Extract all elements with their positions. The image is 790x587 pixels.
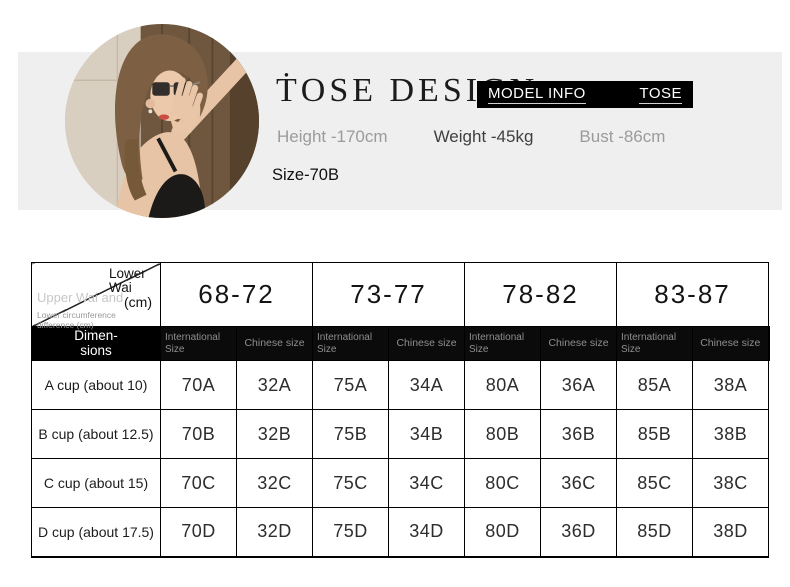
stat-weight: Weight -45kg [433, 127, 534, 146]
size-cell: 38A [692, 360, 769, 410]
size-chart-table: Lower Wai (cm) Upper Wai and Lower circu… [31, 262, 770, 558]
size-cell: 70B [160, 409, 237, 459]
black-top [148, 174, 206, 218]
row-label: C cup (about 15) [31, 458, 161, 508]
badge-tose: TOSE [639, 85, 682, 104]
ear [145, 98, 156, 109]
size-cell: 34A [388, 360, 465, 410]
size-cell: 80C [464, 458, 541, 508]
size-cell: 32D [236, 507, 313, 557]
earring [148, 109, 153, 114]
dimensions-header: Dimen- sions [31, 326, 161, 361]
palm [169, 117, 197, 133]
col-header-international-size: International Size [464, 326, 541, 361]
size-cell: 34C [388, 458, 465, 508]
size-cell: 38B [692, 409, 769, 459]
corner-lower-line2: Wai [109, 280, 132, 296]
model-portrait-illustration [65, 24, 259, 218]
row-label: A cup (about 10) [31, 360, 161, 410]
size-cell: 85D [616, 507, 693, 557]
sub-header-row: Dimen- sions International Size Chinese … [31, 326, 770, 361]
size-cell: 75B [312, 409, 389, 459]
size-cell: 36A [540, 360, 617, 410]
col-header-chinese-size: Chinese size [540, 326, 617, 361]
range-68-72: 68-72 [160, 262, 313, 327]
dimensions-line1: Dimen- [74, 327, 118, 343]
lips [158, 114, 170, 120]
size-cell: 75D [312, 507, 389, 557]
col-header-chinese-size: Chinese size [388, 326, 465, 361]
stat-height: Height -170cm [277, 127, 388, 146]
size-cell: 70D [160, 507, 237, 557]
size-cell: 85B [616, 409, 693, 459]
size-cell: 80D [464, 507, 541, 557]
size-cell: 32C [236, 458, 313, 508]
stat-bust: Bust -86cm [579, 127, 666, 146]
size-cell: 32B [236, 409, 313, 459]
size-cell: 32A [236, 360, 313, 410]
size-cell: 70C [160, 458, 237, 508]
row-label: B cup (about 12.5) [31, 409, 161, 459]
hair-strand [124, 138, 147, 201]
model-info-badge-bar: MODEL INFO TOSE [477, 81, 693, 108]
table-row-b-cup: B cup (about 12.5) 70B 32B 75B 34B 80B 3… [31, 409, 769, 459]
size-cell: 85C [616, 458, 693, 508]
hand [170, 77, 203, 125]
col-header-international-size: International Size [312, 326, 389, 361]
size-cell: 85A [616, 360, 693, 410]
size-cell: 38C [692, 458, 769, 508]
size-cell: 75C [312, 458, 389, 508]
size-cell: 80B [464, 409, 541, 459]
size-cell: 70A [160, 360, 237, 410]
badge-model-info: MODEL INFO [488, 85, 586, 104]
col-header-chinese-size: Chinese size [692, 326, 770, 361]
size-cell: 36C [540, 458, 617, 508]
size-cell: 36B [540, 409, 617, 459]
size-cell: 80A [464, 360, 541, 410]
halter-strap [156, 137, 178, 173]
col-header-international-size: International Size [160, 326, 237, 361]
col-header-chinese-size: Chinese size [236, 326, 313, 361]
table-row-a-cup: A cup (about 10) 70A 32A 75A 34A 80A 36A… [31, 360, 769, 410]
table-row-c-cup: C cup (about 15) 70C 32C 75C 34C 80C 36C… [31, 458, 769, 508]
size-cell: 34B [388, 409, 465, 459]
corner-lower-line1: Lower [109, 266, 146, 281]
model-size: Size-70B [272, 166, 339, 184]
range-73-77: 73-77 [312, 262, 465, 327]
model-photo [65, 24, 259, 218]
corner-unit: (cm) [124, 294, 152, 310]
table-row-d-cup: D cup (about 17.5) 70D 32D 75D 34D 80D 3… [31, 507, 769, 557]
col-header-international-size: International Size [616, 326, 693, 361]
range-78-82: 78-82 [464, 262, 617, 327]
corner-lower-wai: Lower Wai [109, 266, 146, 296]
dimensions-line2: sions [80, 342, 112, 358]
model-stats: Height -170cm Weight -45kg Bust -86cm [277, 127, 665, 147]
corner-upper-wai: Upper Wai and [37, 290, 124, 305]
range-83-87: 83-87 [616, 262, 769, 327]
corner-axis-cell: Lower Wai (cm) Upper Wai and Lower circu… [31, 262, 161, 331]
corner-difference-note: Lower circumference difference (cm) [37, 310, 116, 331]
size-cell: 34D [388, 507, 465, 557]
size-cell: 75A [312, 360, 389, 410]
size-cell: 36D [540, 507, 617, 557]
size-cell: 38D [692, 507, 769, 557]
row-label: D cup (about 17.5) [31, 507, 161, 557]
range-header-row: Lower Wai (cm) Upper Wai and Lower circu… [31, 262, 769, 331]
